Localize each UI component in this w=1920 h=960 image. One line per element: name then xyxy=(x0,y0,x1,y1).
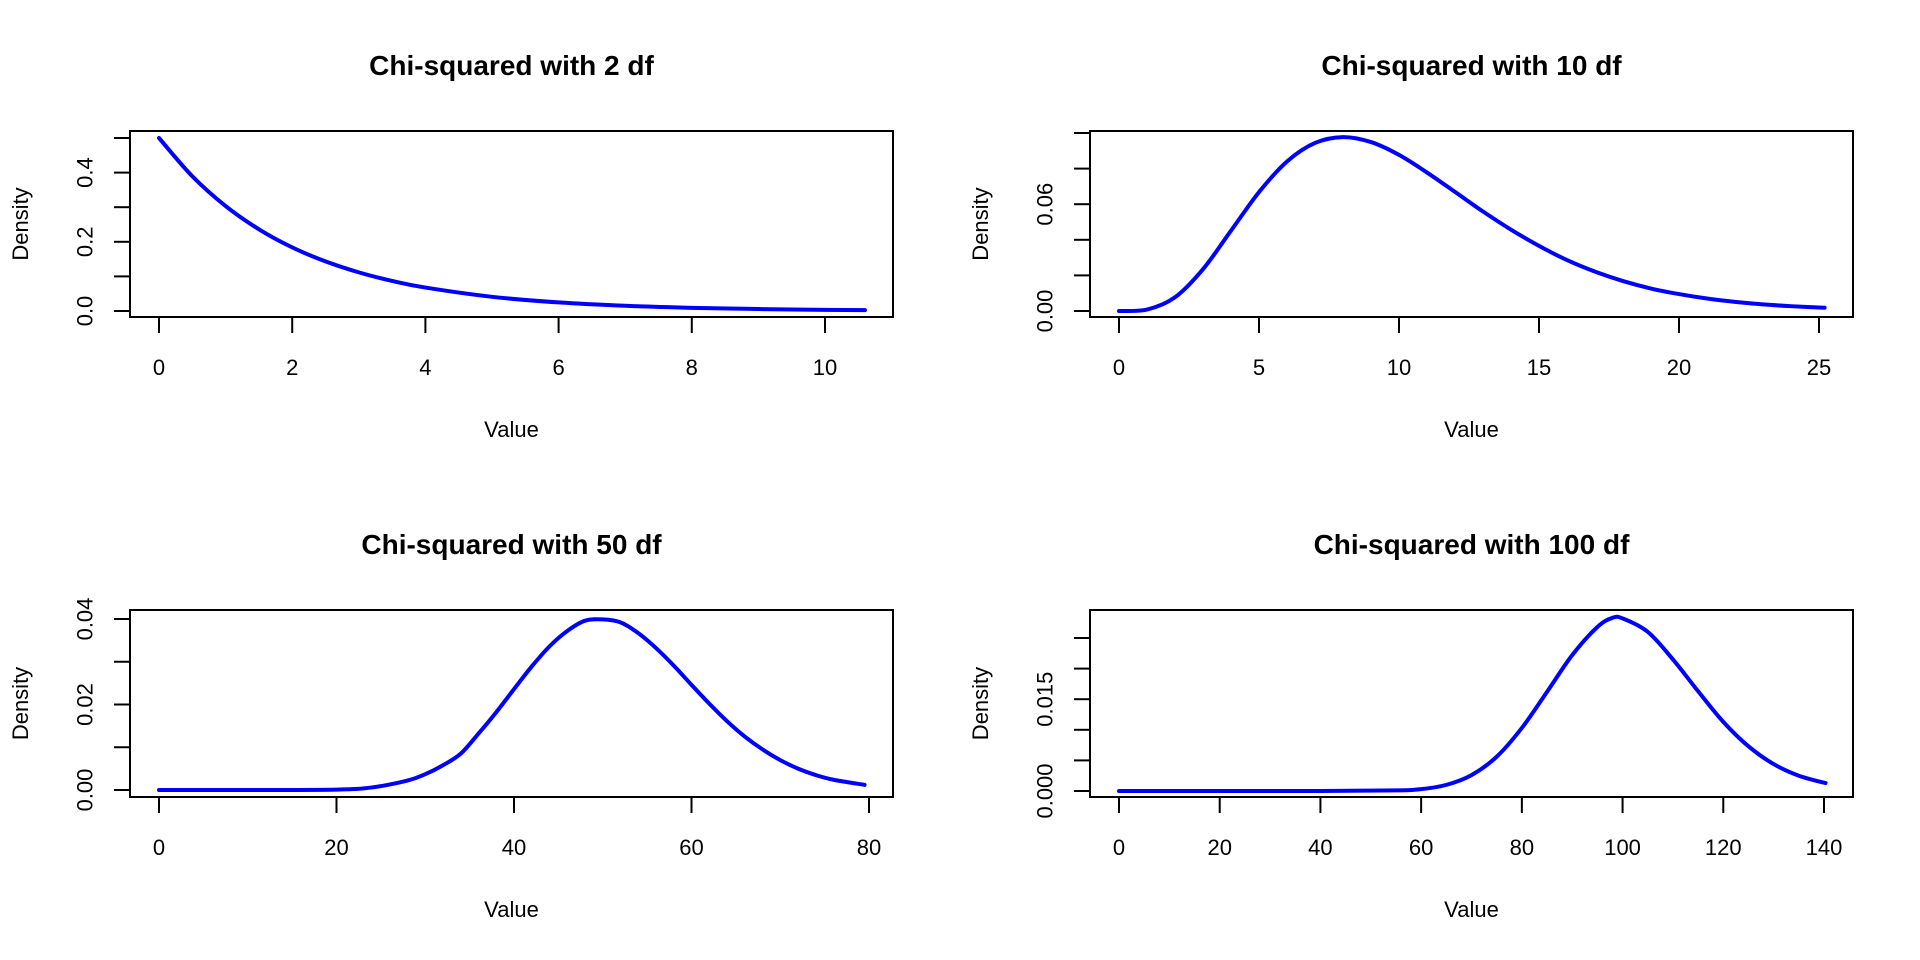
x-tick-label: 20 xyxy=(1207,835,1231,860)
y-tick-label: 0.2 xyxy=(73,227,98,258)
x-tick-label: 6 xyxy=(552,355,564,380)
panel-title: Chi-squared with 100 df xyxy=(1314,529,1630,560)
y-tick-label: 0.00 xyxy=(1033,290,1058,333)
plot-frame xyxy=(129,130,894,318)
y-tick-label: 0.015 xyxy=(1033,672,1058,727)
y-tick-label: 0.00 xyxy=(73,769,98,812)
x-tick-label: 5 xyxy=(1253,355,1265,380)
x-tick-label: 0 xyxy=(153,835,165,860)
panel-chi-squared-50-df: Chi-squared with 50 df Value Density 0 20… xyxy=(8,529,894,922)
x-tick-label: 100 xyxy=(1604,835,1641,860)
panel-chi-squared-10-df: Chi-squared with 10 df Value Density 0 5 1… xyxy=(968,50,1854,442)
y-tick-label: 0.06 xyxy=(1033,183,1058,226)
x-tick-label: 0 xyxy=(1113,835,1125,860)
x-tick-label: 80 xyxy=(857,835,881,860)
y-axis-label: Density xyxy=(8,187,33,260)
density-curve xyxy=(1117,135,1827,314)
panel-title: Chi-squared with 10 df xyxy=(1321,50,1622,81)
x-tick-label: 60 xyxy=(1409,835,1433,860)
x-tick-label: 20 xyxy=(324,835,348,860)
y-tick-label: 0.02 xyxy=(73,683,98,726)
x-tick-label: 140 xyxy=(1806,835,1843,860)
x-tick-label: 60 xyxy=(679,835,703,860)
x-tick-label: 10 xyxy=(1387,355,1411,380)
x-tick-label: 25 xyxy=(1807,355,1831,380)
x-tick-label: 80 xyxy=(1510,835,1534,860)
density-curve xyxy=(157,136,867,313)
x-axis-label: Value xyxy=(484,417,539,442)
x-tick-label: 2 xyxy=(286,355,298,380)
plot-frame xyxy=(1089,609,1854,798)
plot-frame xyxy=(129,609,894,798)
y-tick-label: 0.04 xyxy=(73,598,98,641)
x-tick-label: 4 xyxy=(419,355,431,380)
panel-title: Chi-squared with 50 df xyxy=(361,529,662,560)
y-tick-label: 0.4 xyxy=(73,157,98,188)
x-tick-label: 40 xyxy=(1308,835,1332,860)
x-tick-label: 8 xyxy=(686,355,698,380)
x-tick-label: 15 xyxy=(1527,355,1551,380)
panel-chi-squared-100-df: Chi-squared with 100 df Value Density 0 2… xyxy=(968,529,1854,922)
x-tick-label: 0 xyxy=(1113,355,1125,380)
x-tick-label: 120 xyxy=(1705,835,1742,860)
x-axis-label: Value xyxy=(484,897,539,922)
x-tick-label: 0 xyxy=(153,355,165,380)
panel-title: Chi-squared with 2 df xyxy=(369,50,654,81)
x-tick-label: 40 xyxy=(502,835,526,860)
panel-chi-squared-2-df: Chi-squared with 2 df Value Density 0 2 4 6… xyxy=(8,50,894,442)
y-axis-label: Density xyxy=(8,667,33,740)
x-tick-label: 20 xyxy=(1667,355,1691,380)
x-axis-label: Value xyxy=(1444,897,1499,922)
density-curve xyxy=(157,617,867,793)
y-axis-label: Density xyxy=(968,187,993,260)
y-axis-label: Density xyxy=(968,667,993,740)
plot-frame xyxy=(1089,130,1854,318)
density-curve xyxy=(1117,614,1828,794)
x-axis-label: Value xyxy=(1444,417,1499,442)
x-tick-label: 10 xyxy=(813,355,837,380)
y-tick-label: 0.000 xyxy=(1033,763,1058,818)
y-tick-label: 0.0 xyxy=(73,296,98,327)
